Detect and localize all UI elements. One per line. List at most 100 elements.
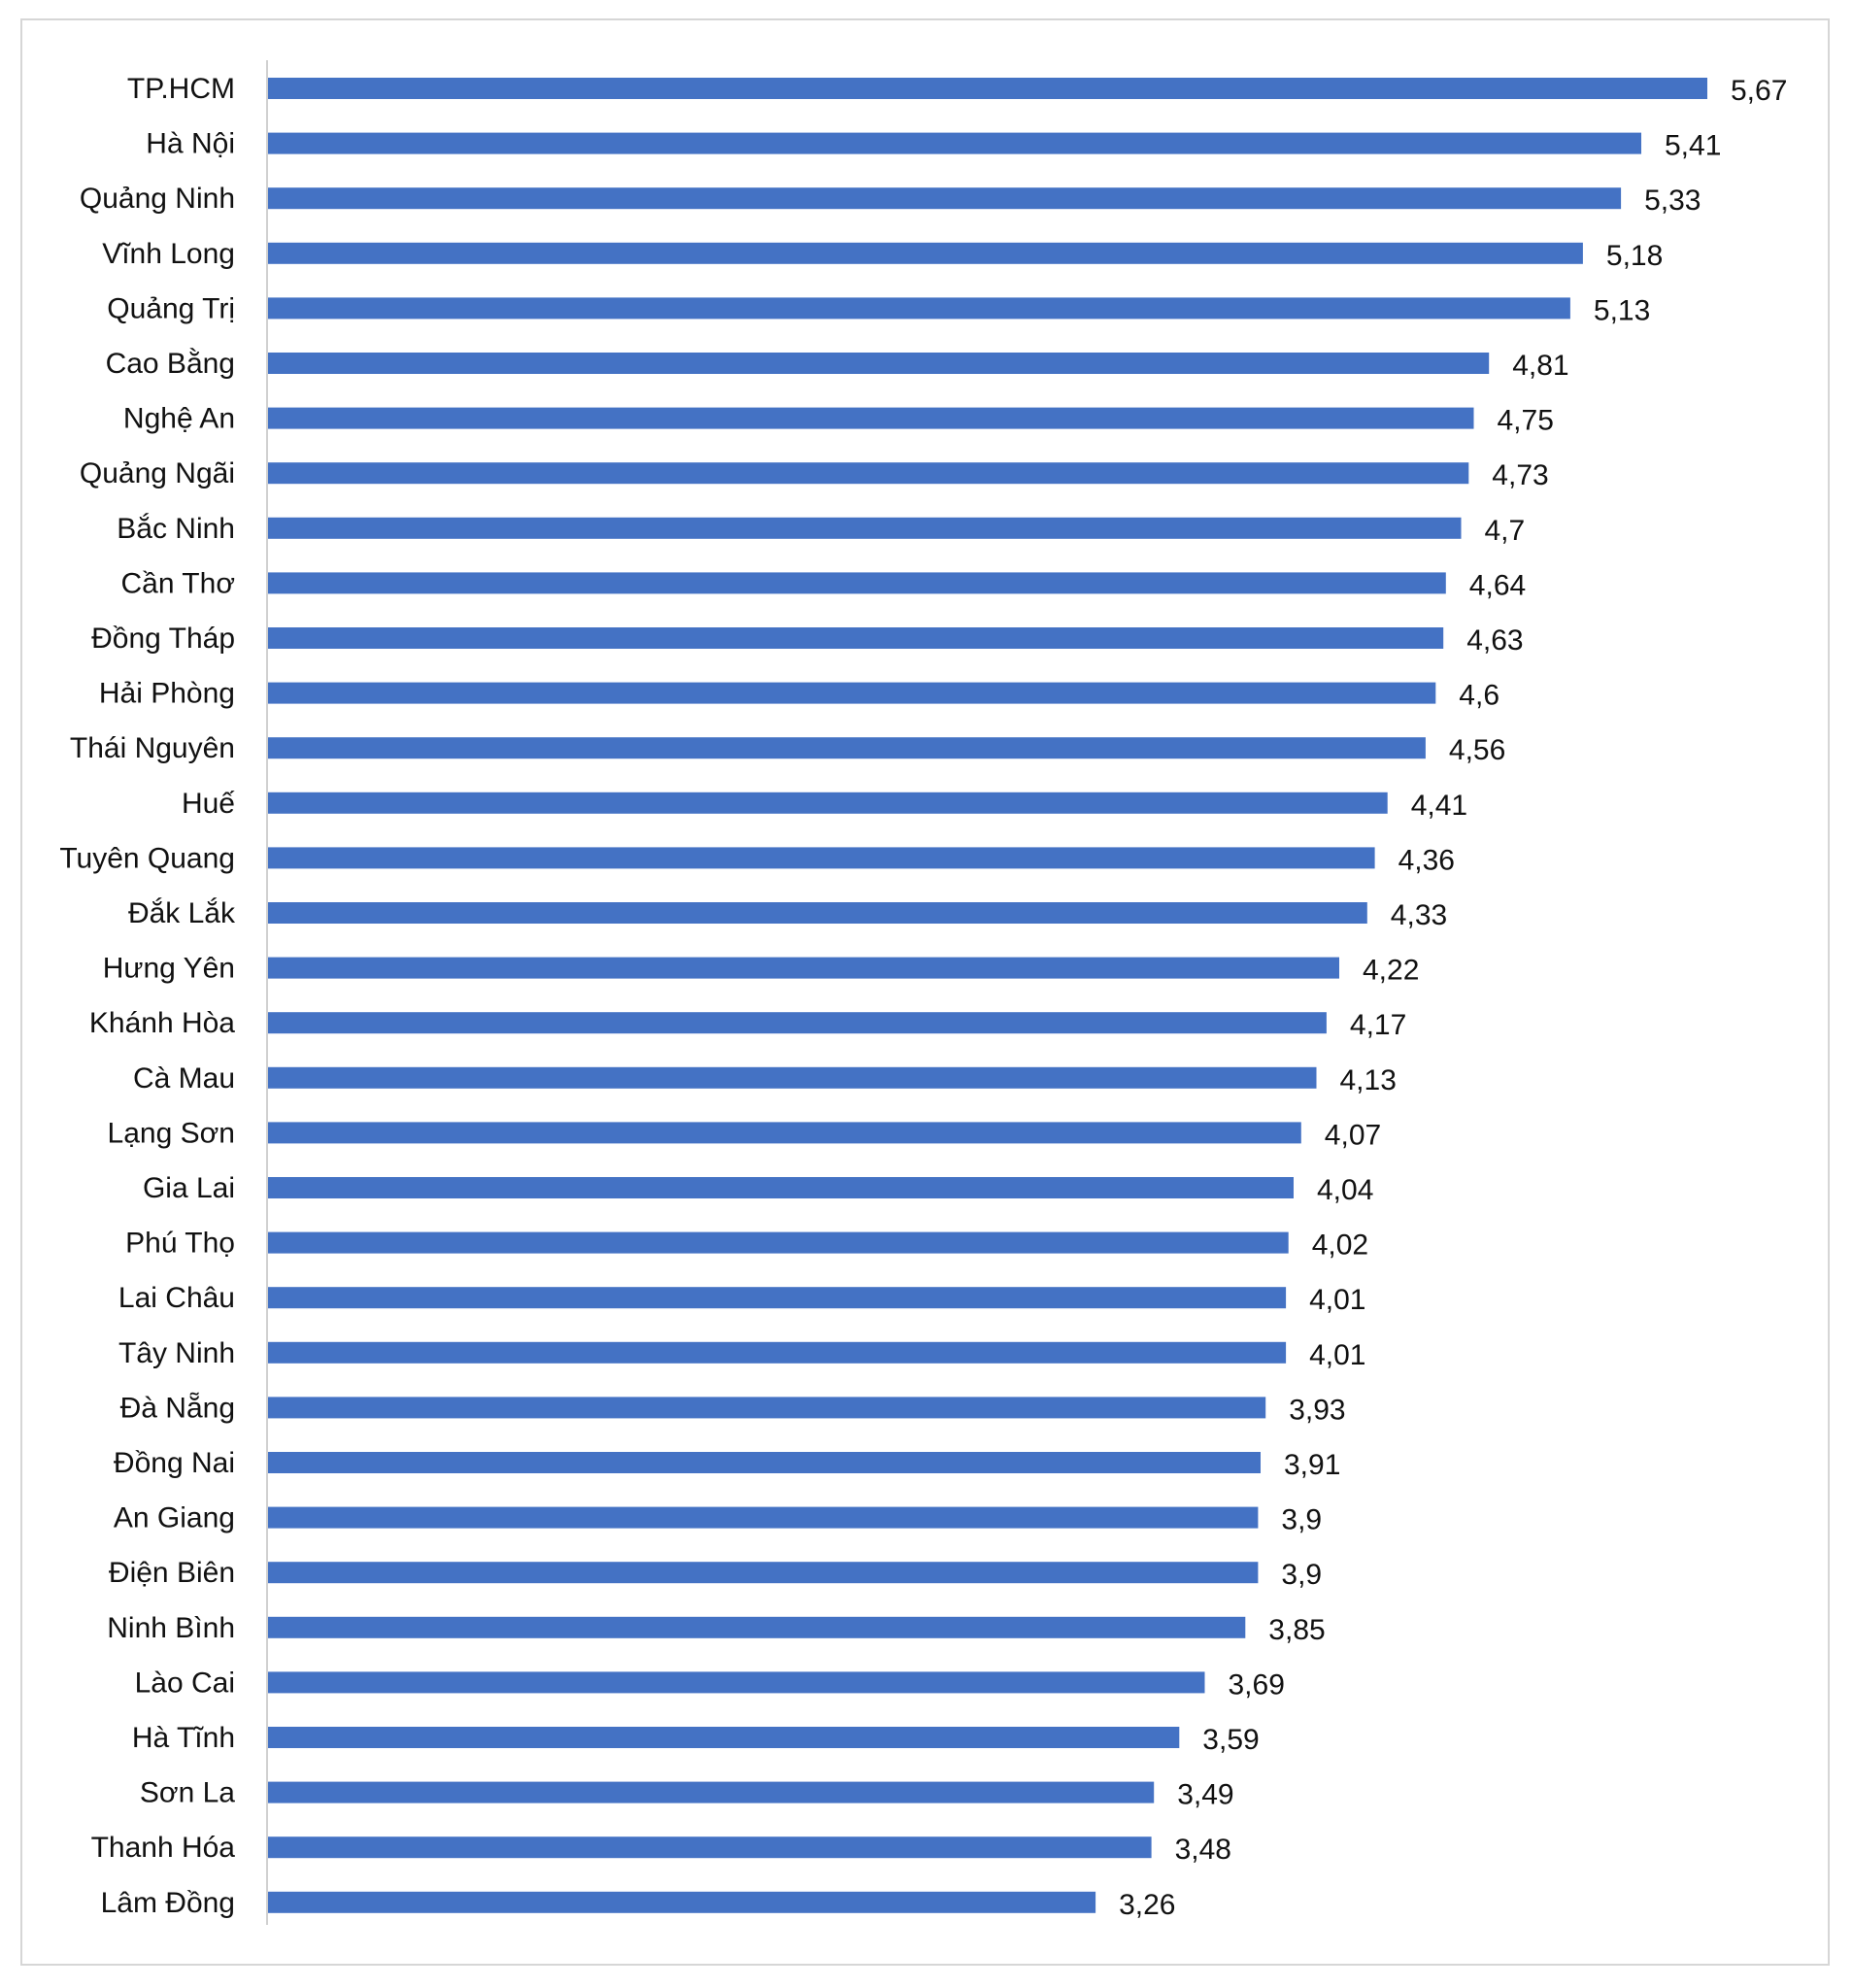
bar-33 <box>268 1891 1096 1913</box>
bar-17 <box>268 1012 1327 1034</box>
category-label-2: Quảng Ninh <box>80 183 235 215</box>
value-label-26: 3,9 <box>1281 1504 1322 1536</box>
bar-13 <box>268 792 1388 814</box>
value-label-28: 3,85 <box>1268 1614 1325 1646</box>
value-label-2: 5,33 <box>1644 185 1701 217</box>
category-label-25: Đồng Nai <box>114 1447 235 1479</box>
value-label-21: 4,02 <box>1312 1230 1368 1262</box>
category-label-10: Đồng Tháp <box>91 623 235 655</box>
category-label-15: Đắk Lắk <box>128 897 236 929</box>
value-label-15: 4,33 <box>1391 899 1447 931</box>
category-label-5: Cao Bằng <box>106 348 235 380</box>
value-label-11: 4,6 <box>1459 680 1499 712</box>
value-label-20: 4,04 <box>1317 1174 1373 1206</box>
category-label-23: Tây Ninh <box>118 1337 235 1369</box>
category-label-4: Quảng Trị <box>107 292 235 324</box>
category-label-32: Thanh Hóa <box>91 1832 236 1864</box>
bar-2 <box>268 187 1622 210</box>
value-label-8: 4,7 <box>1485 515 1526 547</box>
bar-8 <box>268 517 1462 539</box>
value-labels-group: 5,67 5,41 5,33 5,18 5,13 4,81 4,75 4,73 4,7 4,64 4… <box>1119 75 1787 1921</box>
bar-27 <box>268 1562 1259 1584</box>
value-label-19: 4,07 <box>1325 1119 1381 1151</box>
value-label-3: 5,18 <box>1606 240 1663 272</box>
value-label-22: 4,01 <box>1309 1284 1365 1316</box>
bar-21 <box>268 1231 1289 1254</box>
value-label-25: 3,91 <box>1284 1449 1340 1481</box>
bar-28 <box>268 1616 1246 1638</box>
bar-26 <box>268 1506 1259 1529</box>
category-label-9: Cần Thơ <box>120 567 235 599</box>
bar-16 <box>268 957 1339 979</box>
chart-frame <box>20 18 1830 1966</box>
value-label-18: 4,13 <box>1340 1064 1397 1096</box>
value-label-29: 3,69 <box>1229 1668 1285 1701</box>
value-label-5: 4,81 <box>1512 350 1568 382</box>
category-label-14: Tuyên Quang <box>59 842 235 874</box>
value-label-23: 4,01 <box>1309 1339 1365 1371</box>
category-label-12: Thái Nguyên <box>70 732 235 764</box>
bar-29 <box>268 1671 1205 1694</box>
category-label-28: Ninh Bình <box>107 1612 235 1644</box>
category-label-8: Bắc Ninh <box>117 513 235 545</box>
bar-30 <box>268 1727 1180 1748</box>
bar-14 <box>268 847 1375 869</box>
bar-32 <box>268 1836 1152 1859</box>
value-label-31: 3,49 <box>1177 1779 1233 1811</box>
value-label-16: 4,22 <box>1363 955 1419 987</box>
category-label-20: Gia Lai <box>143 1172 235 1204</box>
bar-22 <box>268 1287 1287 1309</box>
bar-18 <box>268 1066 1317 1089</box>
value-label-32: 3,48 <box>1175 1834 1231 1866</box>
value-label-33: 3,26 <box>1119 1889 1175 1921</box>
value-label-10: 4,63 <box>1466 624 1523 657</box>
value-label-24: 3,93 <box>1289 1394 1345 1426</box>
category-label-16: Hưng Yên <box>103 953 235 985</box>
bar-6 <box>268 407 1474 429</box>
bar-7 <box>268 462 1469 485</box>
value-label-0: 5,67 <box>1731 75 1787 107</box>
category-label-31: Sơn La <box>140 1777 235 1809</box>
category-label-27: Điện Biên <box>109 1557 235 1589</box>
bars-group <box>268 78 1707 1913</box>
category-label-21: Phú Thọ <box>125 1228 235 1260</box>
bar-24 <box>268 1397 1266 1419</box>
value-label-30: 3,59 <box>1202 1724 1259 1756</box>
bar-20 <box>268 1177 1294 1198</box>
category-label-30: Hà Tĩnh <box>132 1722 235 1754</box>
value-label-12: 4,56 <box>1449 734 1505 766</box>
value-label-9: 4,64 <box>1469 569 1526 601</box>
bar-1 <box>268 132 1641 154</box>
value-label-14: 4,36 <box>1398 844 1455 876</box>
bar-9 <box>268 572 1446 594</box>
bar-23 <box>268 1341 1287 1364</box>
value-label-17: 4,17 <box>1350 1009 1406 1041</box>
category-label-13: Huế <box>182 788 235 820</box>
bar-19 <box>268 1122 1301 1144</box>
category-label-26: An Giang <box>114 1502 235 1534</box>
bar-5 <box>268 353 1490 374</box>
value-label-1: 5,41 <box>1665 130 1721 162</box>
bar-10 <box>268 627 1444 649</box>
bar-11 <box>268 682 1436 704</box>
category-label-17: Khánh Hòa <box>89 1007 235 1039</box>
bar-25 <box>268 1452 1261 1473</box>
bar-4 <box>268 297 1570 320</box>
bar-0 <box>268 78 1707 99</box>
bar-12 <box>268 737 1426 759</box>
category-label-1: Hà Nội <box>146 128 235 160</box>
category-label-19: Lạng Sơn <box>108 1117 235 1149</box>
category-label-18: Cà Mau <box>133 1062 235 1095</box>
category-label-11: Hải Phòng <box>99 678 235 710</box>
category-label-33: Lâm Đồng <box>101 1887 235 1919</box>
bar-3 <box>268 242 1583 264</box>
value-label-7: 4,73 <box>1492 459 1548 491</box>
value-label-13: 4,41 <box>1411 790 1467 822</box>
category-label-0: TP.HCM <box>127 73 235 105</box>
value-label-27: 3,9 <box>1281 1559 1322 1591</box>
category-label-24: Đà Nẵng <box>120 1392 235 1424</box>
category-label-6: Nghệ An <box>123 403 235 435</box>
bar-31 <box>268 1781 1155 1803</box>
category-label-7: Quảng Ngãi <box>80 457 235 489</box>
